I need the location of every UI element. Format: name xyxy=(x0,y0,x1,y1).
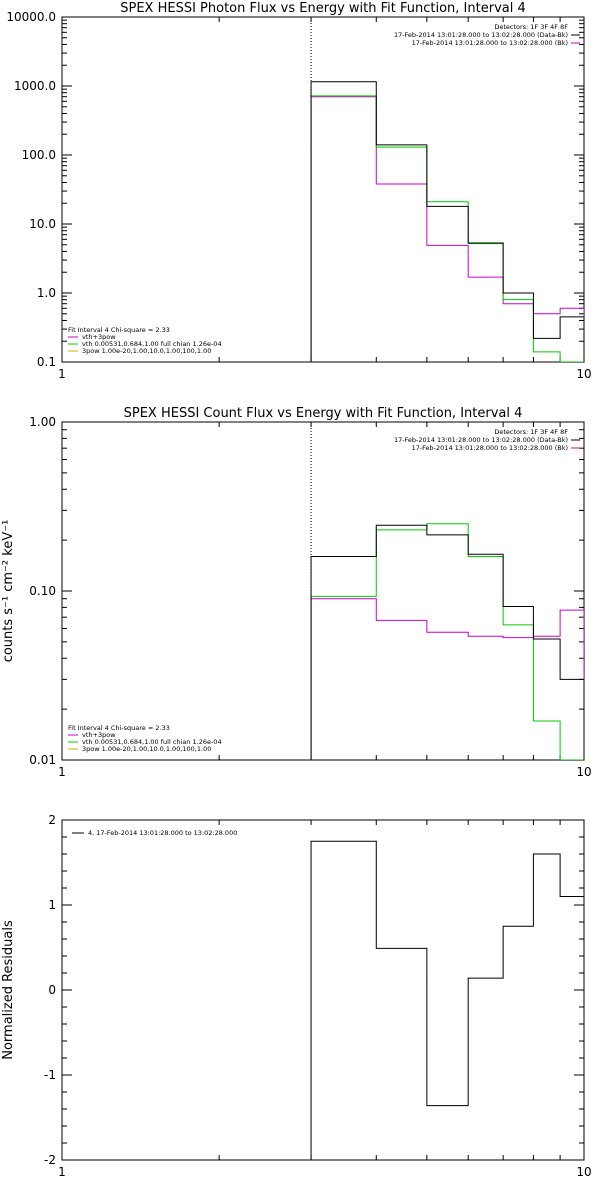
y-tick-label: 1.0 xyxy=(37,286,56,300)
y-tick-label: -1 xyxy=(44,1068,56,1082)
legend-entry: vth+3pow xyxy=(82,333,116,341)
data-layer xyxy=(310,840,584,1160)
y-tick-label: 1.00 xyxy=(29,415,56,429)
legend-top-line: Detectors: 1F 3F 4F 8F xyxy=(494,23,568,31)
x-tick-label: 10 xyxy=(576,1165,591,1179)
x-tick-label: 10 xyxy=(576,765,591,779)
y-tick-label: 10000.0 xyxy=(6,10,56,24)
y-tick-label: 0.1 xyxy=(37,355,56,369)
y-tick-label: 10.0 xyxy=(29,217,56,231)
plot-frame xyxy=(61,421,585,761)
plot-frame xyxy=(61,819,585,1161)
y-tick-label: 1000.0 xyxy=(14,79,56,93)
legend-entry: vth 0.00531,0.684,1.00 full chian 1.26e-… xyxy=(82,738,222,746)
y-tick-label: 1 xyxy=(48,898,56,912)
series-line-data xyxy=(310,840,584,1160)
panel-2: SPEX HESSI Count Flux vs Energy with Fit… xyxy=(1,406,592,779)
series-line-bk xyxy=(310,598,584,760)
legend-top-line: 17-Feb-2014 13:01:28.000 to 13:02:28.000… xyxy=(412,444,568,452)
series-line-data xyxy=(310,81,584,362)
legend-entry: vth 0.00531,0.684,1.00 full chian 1.26e-… xyxy=(82,340,222,348)
panel-3: Normalized Residuals 1 10 -2 -1 0 1 2 4, 17-Feb-… xyxy=(1,813,592,1179)
legend-entry: vth+3pow xyxy=(82,731,116,739)
legend-top-line: Detectors: 1F 3F 4F 8F xyxy=(494,428,568,436)
y-tick-label: 100.0 xyxy=(22,148,56,162)
legend-residual-interval: 4, 17-Feb-2014 13:01:28.000 to 13:02:28.… xyxy=(88,829,237,837)
legend-entry: 3pow 1.00e-20,1.00,10.0,1.00,100,1.00 xyxy=(82,745,211,753)
x-tick-label: 1 xyxy=(58,367,66,381)
legend-top-line: 17-Feb-2014 13:01:28.000 to 13:02:28.000… xyxy=(412,39,568,47)
legend-fit-header: Fit Interval 4 Chi-square = 2.33 xyxy=(68,724,170,732)
panel-1: SPEX HESSI Photon Flux vs Energy with Fi… xyxy=(6,1,591,381)
legend-entry: 3pow 1.00e-20,1.00,10.0,1.00,100,1.00 xyxy=(82,347,211,355)
y-tick-label: 2 xyxy=(48,813,56,827)
y-tick-label: 0.01 xyxy=(29,753,56,767)
x-tick-label: 1 xyxy=(58,765,66,779)
series-line-vth xyxy=(310,95,584,362)
x-tick-label: 1 xyxy=(58,1165,66,1179)
y-axis-label: counts s⁻¹ cm⁻² keV⁻¹ xyxy=(1,520,16,663)
legend-fit-header: Fit Interval 4 Chi-square = 2.33 xyxy=(68,326,170,334)
data-layer xyxy=(310,81,584,362)
y-tick-label: 0 xyxy=(48,983,56,997)
series-line-data xyxy=(310,524,584,760)
legend-top-line: 17-Feb-2014 13:01:28.000 to 13:02:28.000… xyxy=(394,436,568,444)
plot-frame xyxy=(61,16,585,363)
y-axis-label: Normalized Residuals xyxy=(1,920,16,1060)
x-tick-label: 10 xyxy=(576,367,591,381)
series-line-vth xyxy=(310,523,584,760)
y-tick-label: 0.10 xyxy=(29,584,56,598)
y-tick-label: -2 xyxy=(44,1153,56,1167)
chart-title: SPEX HESSI Photon Flux vs Energy with Fi… xyxy=(120,1,526,16)
series-line-bk xyxy=(310,96,584,362)
chart-title: SPEX HESSI Count Flux vs Energy with Fit… xyxy=(124,406,523,421)
data-layer xyxy=(310,523,584,760)
legend-top-line: 17-Feb-2014 13:01:28.000 to 13:02:28.000… xyxy=(394,31,568,39)
